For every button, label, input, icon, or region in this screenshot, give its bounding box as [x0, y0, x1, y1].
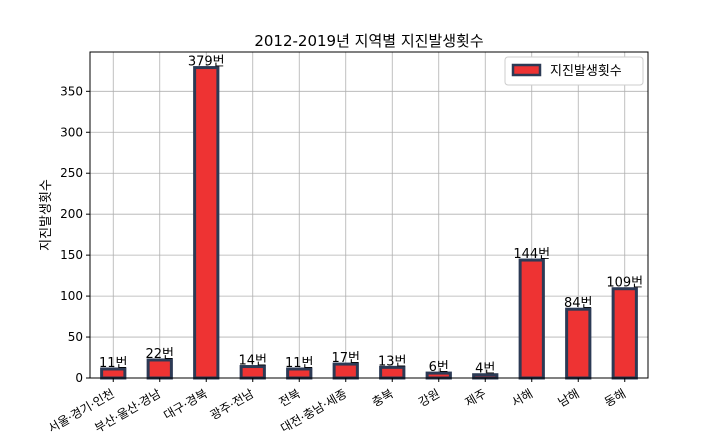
legend-label: 지진발생횟수: [550, 64, 622, 79]
bar: [193, 66, 220, 380]
x-tick-label: 대구·경북: [161, 386, 210, 422]
x-tick-label: 강원: [416, 386, 442, 409]
x-tick-label: 남해: [556, 386, 582, 409]
bar-value-label: 84번: [564, 296, 593, 311]
y-tick-label: 50: [68, 330, 83, 344]
bar-value-label: 144번: [513, 247, 550, 262]
y-tick-label: 200: [60, 207, 83, 221]
y-tick-label: 0: [75, 371, 83, 385]
y-axis-label: 지진발생횟수: [39, 179, 54, 251]
chart-title: 2012-2019년 지역별 지진발생횟수: [254, 32, 483, 50]
y-tick-label: 250: [60, 166, 83, 180]
x-tick-label: 전북: [277, 386, 303, 409]
legend: 지진발생횟수: [504, 56, 644, 86]
plot-frame: [89, 51, 649, 379]
bar-value-label: 4번: [475, 362, 495, 377]
grid-layer: [90, 52, 648, 379]
bar: [518, 258, 545, 380]
bar-value-label: 6번: [429, 360, 449, 375]
x-tick-label: 충북: [370, 386, 396, 409]
bar-value-label: 109번: [606, 276, 643, 291]
bar-value-label: 22번: [145, 347, 174, 362]
bar-value-label: 13번: [378, 354, 407, 369]
x-tick-label: 광주·전남: [208, 386, 257, 422]
y-tick-label: 150: [60, 248, 83, 262]
bar: [332, 362, 359, 380]
y-tick-label: 100: [60, 289, 83, 303]
legend-swatch: [511, 63, 542, 77]
bar: [565, 307, 592, 380]
y-tick-label: 300: [60, 125, 83, 139]
bar: [146, 358, 173, 380]
bar-layer: 11번 22번 379번 14번 11번 17번 13번 6번 4번 144번 84번 109번: [99, 55, 643, 380]
bar-value-label: 14번: [238, 354, 267, 369]
y-tick-label: 350: [60, 84, 83, 98]
x-tick-label: 서해: [509, 386, 535, 409]
bar: [611, 287, 638, 380]
x-tick-label: 제주: [463, 386, 489, 409]
bar-value-label: 11번: [99, 356, 128, 371]
bar-value-label: 11번: [285, 356, 314, 371]
x-tick-label: 동해: [602, 386, 628, 409]
bar-value-label: 17번: [331, 351, 360, 366]
bar-value-label: 379번: [188, 55, 225, 70]
